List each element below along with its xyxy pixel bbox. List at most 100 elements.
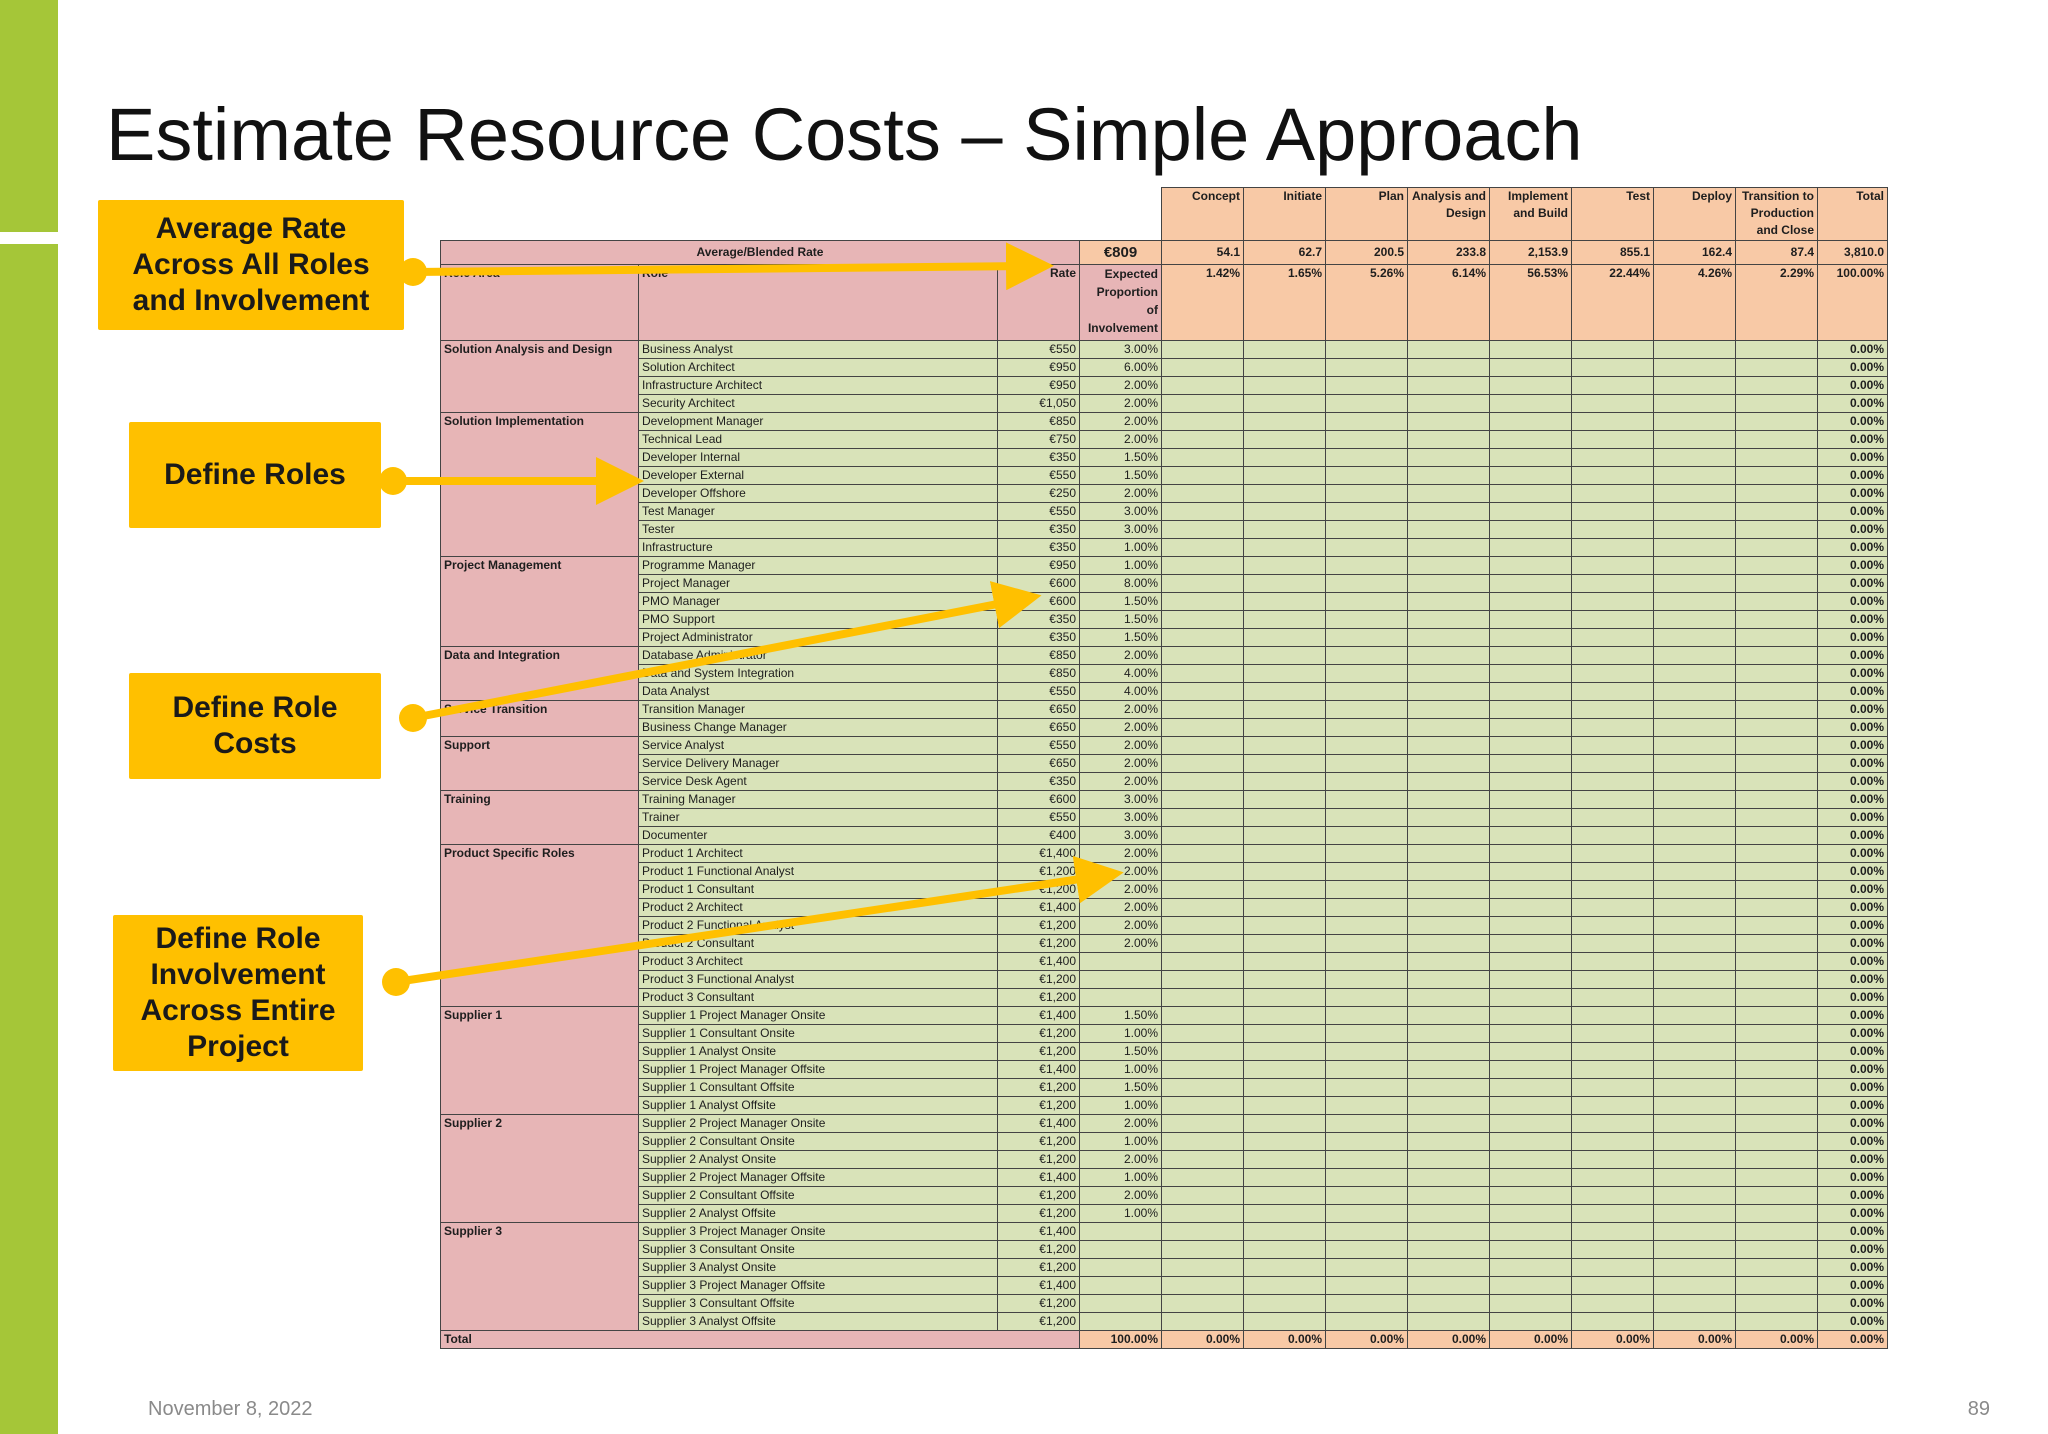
expected-cell: 1.00% [1079, 538, 1162, 557]
role-cell: Supplier 2 Project Manager Onsite [638, 1114, 998, 1133]
phase-cell [1161, 1276, 1244, 1295]
table-row: Developer Internal €350 1.50% 0.00% [441, 448, 1888, 467]
phase-cell [1161, 1258, 1244, 1277]
phase-cell [1243, 1114, 1326, 1133]
rate-cell: €1,200 [997, 970, 1080, 989]
rate-cell: €1,200 [997, 1150, 1080, 1169]
phase-cell [1653, 520, 1736, 539]
phase-cell [1571, 1312, 1654, 1331]
rate-cell: €350 [997, 448, 1080, 467]
phase-cell [1407, 682, 1490, 701]
phase-cell [1407, 376, 1490, 395]
phase-cell [1489, 592, 1572, 611]
phase-cell [1489, 376, 1572, 395]
row-total-cell: 0.00% [1817, 1150, 1888, 1169]
phase-cell [1653, 754, 1736, 773]
phase-cell [1571, 1258, 1654, 1277]
callout-define-roles: Define Roles [129, 422, 381, 528]
phase-proportion: 1.42% [1161, 264, 1244, 341]
phase-cell [1325, 448, 1408, 467]
rate-cell: €1,200 [997, 1258, 1080, 1277]
expected-cell: 3.00% [1079, 826, 1162, 845]
phase-cell [1653, 1186, 1736, 1205]
phase-days: 855.1 [1571, 240, 1654, 265]
phase-cell [1653, 412, 1736, 431]
row-total-cell: 0.00% [1817, 880, 1888, 899]
rate-cell: €850 [997, 646, 1080, 665]
phase-cell [1653, 394, 1736, 413]
phase-cell [1161, 970, 1244, 989]
phase-cell [1161, 358, 1244, 377]
role-cell: Solution Architect [638, 358, 998, 377]
phase-cell [1243, 1240, 1326, 1259]
phase-cell [1489, 520, 1572, 539]
row-total-cell: 0.00% [1817, 1042, 1888, 1061]
table-row: Supplier 3 Analyst Offsite €1,200 0.00% [441, 1312, 1888, 1331]
phase-cell [1243, 1024, 1326, 1043]
phase-cell [1571, 826, 1654, 845]
phase-cell [1489, 1276, 1572, 1295]
rate-cell: €1,400 [997, 1006, 1080, 1025]
phase-cell [1325, 1096, 1408, 1115]
expected-cell: 1.00% [1079, 1132, 1162, 1151]
table-row: Product 3 Architect €1,400 0.00% [441, 952, 1888, 971]
role-cell: Technical Lead [638, 430, 998, 449]
phase-cell [1161, 430, 1244, 449]
expected-cell: 1.00% [1079, 1060, 1162, 1079]
role-cell: Supplier 1 Analyst Offsite [638, 1096, 998, 1115]
expected-cell: 3.00% [1079, 790, 1162, 809]
table-row: Data and Integration Database Administrat… [440, 646, 1888, 701]
row-total-cell: 0.00% [1817, 628, 1888, 647]
expected-cell: 1.50% [1079, 1042, 1162, 1061]
table-row: Supplier 2 Analyst Onsite €1,200 2.00% 0.00… [441, 1150, 1888, 1169]
arrow-define-role-costs [399, 581, 1042, 732]
expected-cell: 8.00% [1079, 574, 1162, 593]
phase-cell [1243, 718, 1326, 737]
phase-cell [1489, 1042, 1572, 1061]
phase-cell [1243, 466, 1326, 485]
expected-cell [1079, 1294, 1162, 1313]
expected-cell [1079, 1240, 1162, 1259]
row-total-cell: 0.00% [1817, 394, 1888, 413]
role-cell: Tester [638, 520, 998, 539]
phase-cell [1571, 394, 1654, 413]
rate-cell: €1,200 [997, 1096, 1080, 1115]
phase-cell [1407, 862, 1490, 881]
phase-cell [1161, 628, 1244, 647]
phase-proportion: 56.53% [1489, 264, 1572, 341]
role-cell: Business Change Manager [638, 718, 998, 737]
phase-cell [1653, 592, 1736, 611]
row-total-cell: 0.00% [1817, 1222, 1888, 1241]
phase-cell [1243, 880, 1326, 899]
phase-cell [1735, 556, 1818, 575]
role-cell: PMO Manager [638, 592, 998, 611]
phase-cell [1735, 754, 1818, 773]
phase-cell [1653, 880, 1736, 899]
phase-cell [1161, 718, 1244, 737]
phase-cell [1161, 664, 1244, 683]
expected-cell: 4.00% [1079, 682, 1162, 701]
phase-cell [1489, 502, 1572, 521]
rate-cell: €750 [997, 430, 1080, 449]
phase-cell [1325, 700, 1408, 719]
phase-cell [1325, 430, 1408, 449]
arrow-average-rate [399, 242, 1054, 291]
expected-cell: 1.00% [1079, 1168, 1162, 1187]
total-header: Total [1817, 187, 1888, 241]
phase-cell [1489, 1168, 1572, 1187]
rate-cell: €550 [997, 466, 1080, 485]
footer-page-number: 89 [1967, 1398, 1990, 1420]
rate-cell: €650 [997, 718, 1080, 737]
phase-cell [1325, 1258, 1408, 1277]
phase-cell [1243, 628, 1326, 647]
role-cell: Supplier 1 Consultant Offsite [638, 1078, 998, 1097]
table-row: Supplier 2 Project Manager Offsite €1,400… [441, 1168, 1888, 1187]
phase-cell [1243, 538, 1326, 557]
row-total-cell: 0.00% [1817, 1060, 1888, 1079]
phase-cell [1489, 412, 1572, 431]
phase-cell [1489, 1096, 1572, 1115]
average-rate-row: Average/Blended Rate €809 54.1 62.7 200.5 233… [440, 240, 1888, 265]
phase-cell [1161, 1312, 1244, 1331]
rate-cell: €850 [997, 412, 1080, 431]
